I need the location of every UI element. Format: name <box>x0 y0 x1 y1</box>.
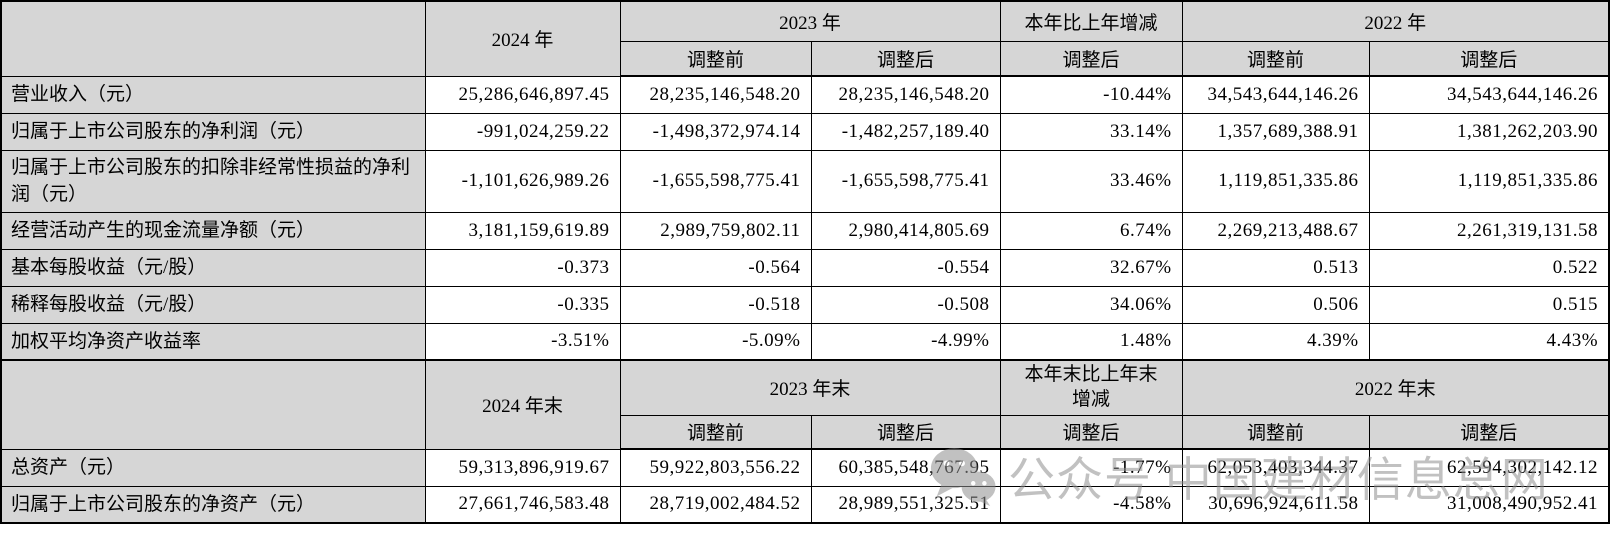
cell-2022-before: 34,543,644,146.26 <box>1181 75 1370 114</box>
cell-2024: 25,286,646,897.45 <box>424 75 621 114</box>
row-label: 归属于上市公司股东的扣除非经常性损益的净利润（元） <box>0 149 426 213</box>
header-2024: 2024 年 <box>424 0 621 77</box>
subheader-2023end-after: 调整后 <box>810 414 1001 451</box>
subheader-2022-after: 调整后 <box>1368 40 1610 77</box>
cell-2024: -3.51% <box>424 322 621 361</box>
header-row-annual: 2024 年 2023 年 本年比上年增减 2022 年 <box>0 0 1610 77</box>
subheader-2023-after: 调整后 <box>810 40 1001 77</box>
cell-2024: 59,313,896,919.67 <box>424 448 621 487</box>
cell-2022-after: 4.43% <box>1368 322 1610 361</box>
cell-2024: -0.373 <box>424 248 621 287</box>
row-label: 基本每股收益（元/股） <box>0 248 426 287</box>
cell-change: 33.14% <box>999 112 1183 151</box>
table-row-operating-cash-flow: 经营活动产生的现金流量净额（元） 3,181,159,619.89 2,989,… <box>0 211 1610 250</box>
cell-2022-after: 62,594,302,142.12 <box>1368 448 1610 487</box>
header-2022-yearend: 2022 年末 <box>1181 359 1610 416</box>
key-financials-table: 2024 年 2023 年 本年比上年增减 2022 年 调整前 调整后 调整后… <box>0 0 1610 525</box>
cell-2023-before: -0.564 <box>619 248 812 287</box>
row-label: 稀释每股收益（元/股） <box>0 285 426 324</box>
cell-2023-after: 2,980,414,805.69 <box>810 211 1001 250</box>
cell-2023-after: 28,989,551,325.51 <box>810 485 1001 524</box>
header-2024-yearend: 2024 年末 <box>424 359 621 450</box>
cell-2023-before: 2,989,759,802.11 <box>619 211 812 250</box>
table-row-weighted-avg-roe: 加权平均净资产收益率 -3.51% -5.09% -4.99% 1.48% 4.… <box>0 322 1610 361</box>
cell-2024: -1,101,626,989.26 <box>424 149 621 213</box>
cell-2024: 3,181,159,619.89 <box>424 211 621 250</box>
subheader-2022end-before: 调整前 <box>1181 414 1370 451</box>
corner-blank-cell <box>0 0 426 77</box>
subheader-2022-before: 调整前 <box>1181 40 1370 77</box>
subheader-2022end-after: 调整后 <box>1368 414 1610 451</box>
header-row-yearend: 2024 年末 2023 年末 本年末比上年末 增减 2022 年末 <box>0 359 1610 450</box>
cell-change: 34.06% <box>999 285 1183 324</box>
cell-2023-after: 28,235,146,548.20 <box>810 75 1001 114</box>
cell-2022-before: 0.513 <box>1181 248 1370 287</box>
cell-2022-after: 34,543,644,146.26 <box>1368 75 1610 114</box>
cell-2022-after: 2,261,319,131.58 <box>1368 211 1610 250</box>
cell-2022-before: 2,269,213,488.67 <box>1181 211 1370 250</box>
cell-2023-before: 59,922,803,556.22 <box>619 448 812 487</box>
row-label: 营业收入（元） <box>0 75 426 114</box>
subheader-row-yearend: 调整前 调整后 调整后 调整前 调整后 <box>1 414 1610 451</box>
cell-2022-before: 30,696,924,611.58 <box>1181 485 1370 524</box>
cell-2022-after: 0.515 <box>1368 285 1610 324</box>
subheader-change-after: 调整后 <box>999 40 1183 77</box>
header-yoy-change: 本年比上年增减 <box>999 0 1183 42</box>
cell-2022-after: 31,008,490,952.41 <box>1368 485 1610 524</box>
cell-2023-before: -0.518 <box>619 285 812 324</box>
cell-2023-after: -4.99% <box>810 322 1001 361</box>
cell-change: -10.44% <box>999 75 1183 114</box>
table-row-net-assets: 归属于上市公司股东的净资产（元） 27,661,746,583.48 28,71… <box>0 485 1610 524</box>
financial-summary-table: 2024 年 2023 年 本年比上年增减 2022 年 调整前 调整后 调整后… <box>0 0 1610 525</box>
header-yearend-change: 本年末比上年末 增减 <box>999 359 1183 416</box>
row-label: 归属于上市公司股东的净利润（元） <box>0 112 426 151</box>
table-row-total-assets: 总资产（元） 59,313,896,919.67 59,922,803,556.… <box>0 448 1610 487</box>
cell-2022-before: 1,119,851,335.86 <box>1181 149 1370 213</box>
cell-2022-before: 4.39% <box>1181 322 1370 361</box>
cell-change: 6.74% <box>999 211 1183 250</box>
cell-2023-after: -0.508 <box>810 285 1001 324</box>
cell-2023-after: -1,482,257,189.40 <box>810 112 1001 151</box>
row-label: 总资产（元） <box>0 448 426 487</box>
cell-2022-after: 1,119,851,335.86 <box>1368 149 1610 213</box>
table-row-diluted-eps: 稀释每股收益（元/股） -0.335 -0.518 -0.508 34.06% … <box>0 285 1610 324</box>
table-row-basic-eps: 基本每股收益（元/股） -0.373 -0.564 -0.554 32.67% … <box>0 248 1610 287</box>
cell-2022-before: 62,053,403,344.37 <box>1181 448 1370 487</box>
table-row-revenue: 营业收入（元） 25,286,646,897.45 28,235,146,548… <box>0 75 1610 114</box>
cell-2024: -0.335 <box>424 285 621 324</box>
header-2023: 2023 年 <box>619 0 1001 42</box>
cell-2024: 27,661,746,583.48 <box>424 485 621 524</box>
cell-2022-before: 0.506 <box>1181 285 1370 324</box>
cell-change: 1.48% <box>999 322 1183 361</box>
cell-2023-after: 60,385,548,767.95 <box>810 448 1001 487</box>
cell-2023-before: 28,719,002,484.52 <box>619 485 812 524</box>
cell-change: -4.58% <box>999 485 1183 524</box>
cell-2023-before: 28,235,146,548.20 <box>619 75 812 114</box>
row-label: 经营活动产生的现金流量净额（元） <box>0 211 426 250</box>
corner-blank-cell-2 <box>0 359 426 450</box>
cell-2023-before: -1,498,372,974.14 <box>619 112 812 151</box>
cell-2023-after: -0.554 <box>810 248 1001 287</box>
cell-change: 33.46% <box>999 149 1183 213</box>
row-label: 加权平均净资产收益率 <box>0 322 426 361</box>
cell-2022-before: 1,357,689,388.91 <box>1181 112 1370 151</box>
cell-change: 32.67% <box>999 248 1183 287</box>
table-row-net-profit-excl-nonrecurring: 归属于上市公司股东的扣除非经常性损益的净利润（元） -1,101,626,989… <box>0 149 1610 213</box>
header-2023-yearend: 2023 年末 <box>619 359 1001 416</box>
cell-2022-after: 0.522 <box>1368 248 1610 287</box>
cell-2023-after: -1,655,598,775.41 <box>810 149 1001 213</box>
cell-2022-after: 1,381,262,203.90 <box>1368 112 1610 151</box>
table-row-net-profit: 归属于上市公司股东的净利润（元） -991,024,259.22 -1,498,… <box>0 112 1610 151</box>
subheader-2023end-before: 调整前 <box>619 414 812 451</box>
cell-2023-before: -1,655,598,775.41 <box>619 149 812 213</box>
subheader-row-annual: 调整前 调整后 调整后 调整前 调整后 <box>1 40 1610 77</box>
row-label: 归属于上市公司股东的净资产（元） <box>0 485 426 524</box>
cell-change: -1.77% <box>999 448 1183 487</box>
header-2022: 2022 年 <box>1181 0 1610 42</box>
subheader-2023-before: 调整前 <box>619 40 812 77</box>
subheader-endchange-after: 调整后 <box>999 414 1183 451</box>
cell-2023-before: -5.09% <box>619 322 812 361</box>
cell-2024: -991,024,259.22 <box>424 112 621 151</box>
